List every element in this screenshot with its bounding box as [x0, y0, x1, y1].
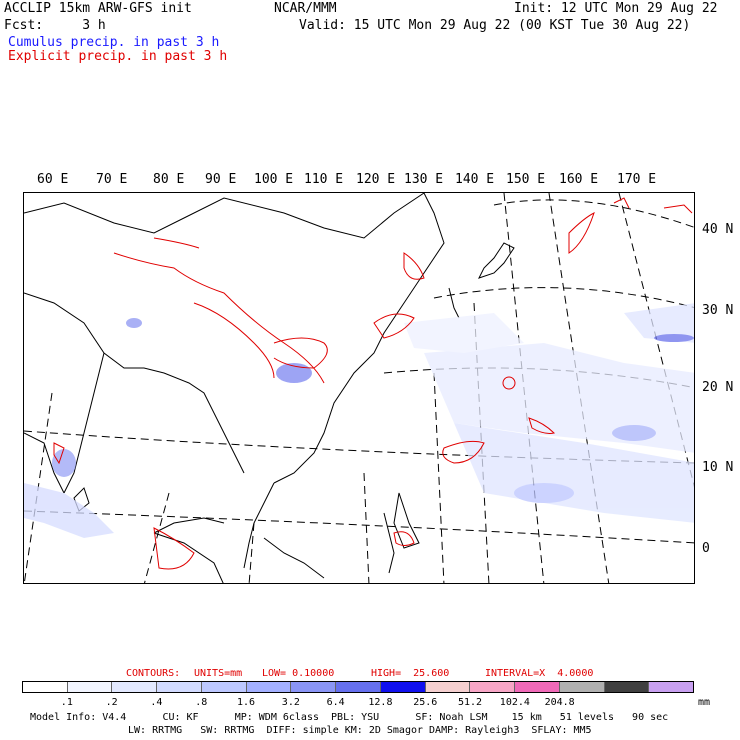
lon-label: 80 E: [153, 172, 185, 187]
colorbar-tick-label: .4: [150, 697, 163, 708]
legend-explicit: Explicit precip. in past 3 h: [8, 49, 228, 64]
colorbar-segment: [380, 682, 426, 692]
precipitation-map[interactable]: [23, 192, 695, 584]
colorbar-tick-label: 3.2: [281, 697, 300, 708]
colorbar: [22, 681, 694, 693]
colorbar-segment: [604, 682, 650, 692]
colorbar-tick-label: 25.6: [413, 697, 438, 708]
lon-label: 130 E: [404, 172, 444, 187]
lon-label: 160 E: [559, 172, 599, 187]
colorbar-segment: [112, 682, 158, 692]
colorbar-tick-label: 1.6: [237, 697, 256, 708]
colorbar-segment: [246, 682, 292, 692]
lon-label: 110 E: [304, 172, 344, 187]
explicit-precip: [53, 197, 693, 570]
forecast-hour: Fcst: 3 h: [4, 18, 106, 33]
colorbar-segment: [649, 682, 694, 692]
colorbar-tick-label: 12.8: [368, 697, 393, 708]
colorbar-units: mm: [698, 697, 711, 708]
model-info-line2: LW: RRTMG SW: RRTMG DIFF: simple KM: 2D …: [128, 725, 592, 736]
lon-label: 90 E: [205, 172, 237, 187]
contours-units: UNITS=mm: [194, 668, 243, 679]
init-time: Init: 12 UTC Mon 29 Aug 22: [514, 1, 718, 16]
colorbar-segment: [559, 682, 605, 692]
lat-label: 40 N: [702, 222, 734, 237]
colorbar-segment: [23, 682, 68, 692]
model-info-line1: Model Info: V4.4 CU: KF MP: WDM 6class P…: [30, 712, 669, 723]
colorbar-segment: [291, 682, 337, 692]
lon-label: 100 E: [254, 172, 294, 187]
lon-label: 60 E: [37, 172, 69, 187]
lat-label: 20 N: [702, 380, 734, 395]
contours-interval: INTERVAL=X 4.0000: [485, 668, 594, 679]
lat-label: 0: [702, 541, 710, 556]
colorbar-segment: [515, 682, 560, 692]
lon-label: 70 E: [96, 172, 128, 187]
cumulus-precip: [24, 303, 694, 538]
colorbar-segment: [157, 682, 202, 692]
contours-high: HIGH= 25.600: [371, 668, 450, 679]
title-model: ACCLIP 15km ARW-GFS init: [4, 1, 192, 16]
lon-label: 140 E: [455, 172, 495, 187]
colorbar-tick-label: .2: [105, 697, 118, 708]
title-source: NCAR/MMM: [274, 1, 337, 16]
lat-label: 30 N: [702, 303, 734, 318]
colorbar-segment: [470, 682, 516, 692]
colorbar-tick-label: .1: [60, 697, 73, 708]
coastlines: [24, 193, 515, 583]
colorbar-tick-label: 204.8: [544, 697, 575, 708]
map-canvas: [24, 193, 694, 583]
valid-time: Valid: 15 UTC Mon 29 Aug 22 (00 KST Tue …: [299, 18, 691, 33]
colorbar-segment: [67, 682, 113, 692]
lon-label: 150 E: [506, 172, 546, 187]
colorbar-tick-label: 51.2: [458, 697, 483, 708]
colorbar-tick-label: .8: [195, 697, 208, 708]
lon-label: 170 E: [617, 172, 657, 187]
colorbar-segment: [201, 682, 247, 692]
colorbar-segment: [425, 682, 471, 692]
lat-label: 10 N: [702, 460, 734, 475]
colorbar-tick-label: 6.4: [326, 697, 345, 708]
contours-label: CONTOURS:: [126, 668, 181, 679]
colorbar-segment: [336, 682, 381, 692]
lon-label: 120 E: [356, 172, 396, 187]
contours-low: LOW= 0.10000: [262, 668, 335, 679]
colorbar-tick-label: 102.4: [499, 697, 530, 708]
legend-cumulus: Cumulus precip. in past 3 h: [8, 35, 220, 50]
